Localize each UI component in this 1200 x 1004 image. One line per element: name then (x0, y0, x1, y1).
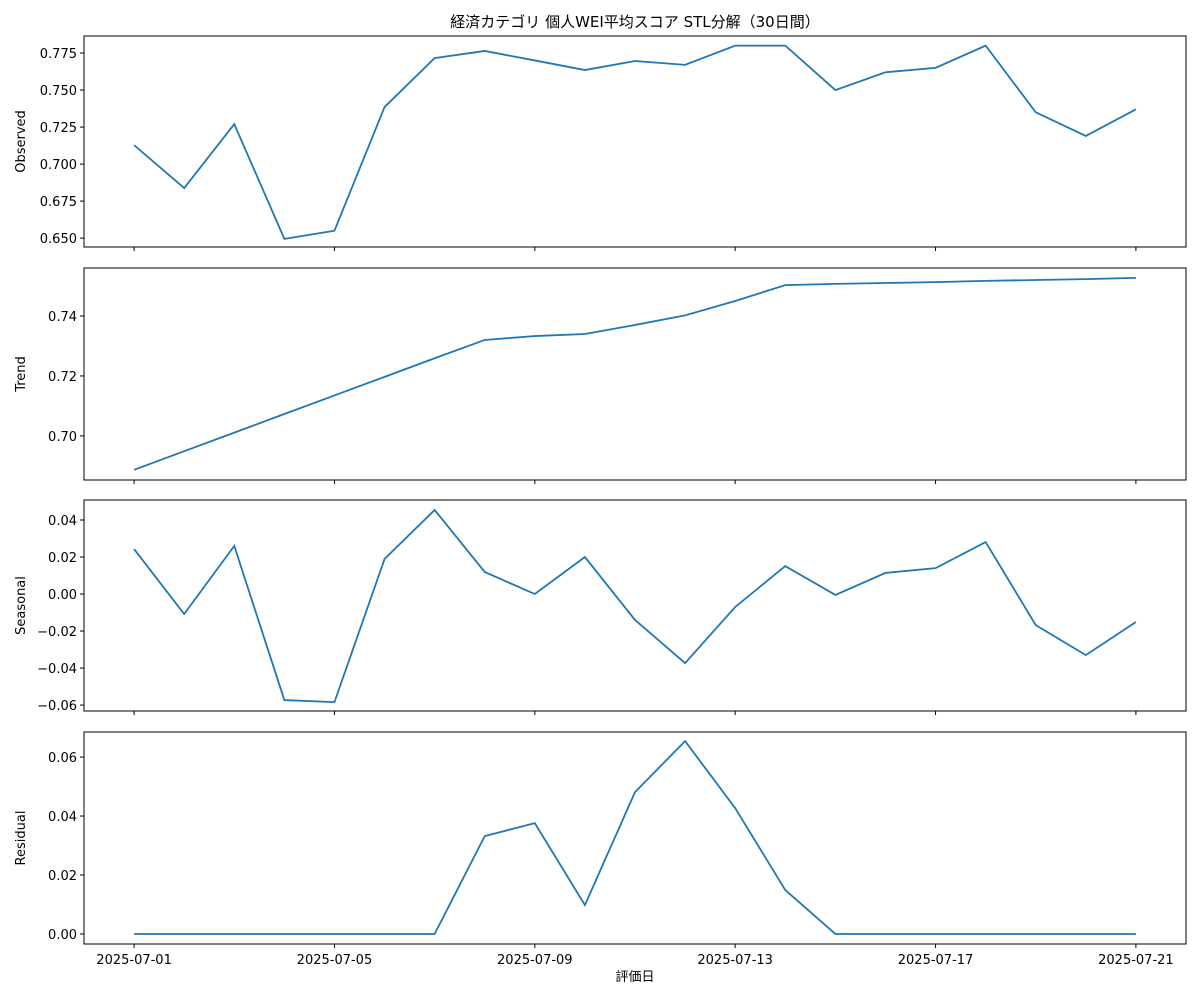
plot-frame (83, 35, 1187, 248)
y-tick-label: −0.06 (37, 699, 77, 714)
y-axis-label: Trend (14, 356, 29, 393)
y-tick-label: −0.02 (37, 625, 77, 640)
data-line (133, 44, 1137, 240)
x-tick-label: 2025-07-13 (697, 953, 773, 968)
plot-frame (83, 499, 1187, 712)
y-tick-label: 0.750 (40, 84, 77, 99)
y-tick-label: 0.72 (48, 370, 77, 385)
y-tick-label: 0.70 (48, 430, 77, 445)
y-axis-label: Observed (14, 110, 29, 173)
x-tick-label: 2025-07-21 (1098, 953, 1174, 968)
y-axis-label: Residual (14, 811, 29, 866)
data-line (133, 276, 1136, 471)
y-tick-label: 0.00 (48, 928, 77, 943)
x-tick-label: 2025-07-05 (297, 953, 373, 968)
y-tick-label: 0.00 (48, 588, 77, 603)
x-axis-label: 評価日 (615, 970, 654, 985)
y-tick-label: −0.04 (37, 662, 77, 677)
chart-title: 経済カテゴリ 個人WEI平均スコア STL分解（30日間） (450, 13, 819, 31)
data-line (134, 739, 1136, 935)
y-tick-label: 0.725 (40, 121, 77, 136)
y-tick-label: 0.775 (40, 47, 77, 62)
y-tick-label: 0.04 (48, 514, 77, 529)
x-tick-label: 2025-07-09 (497, 953, 573, 968)
y-tick-label: 0.675 (40, 195, 77, 210)
x-tick-label: 2025-07-17 (898, 953, 974, 968)
plot-frame (83, 731, 1187, 945)
y-tick-label: 0.06 (48, 751, 77, 766)
y-axis-label: Seasonal (14, 576, 29, 635)
data-line (133, 508, 1137, 704)
y-tick-label: 0.700 (40, 158, 77, 173)
y-tick-label: 0.02 (48, 551, 77, 566)
x-tick-label: 2025-07-01 (96, 953, 172, 968)
plot-frame (83, 267, 1187, 481)
y-tick-label: 0.04 (48, 810, 77, 825)
y-tick-label: 0.74 (48, 310, 77, 325)
y-tick-label: 0.02 (48, 869, 77, 884)
y-tick-label: 0.650 (40, 232, 77, 247)
